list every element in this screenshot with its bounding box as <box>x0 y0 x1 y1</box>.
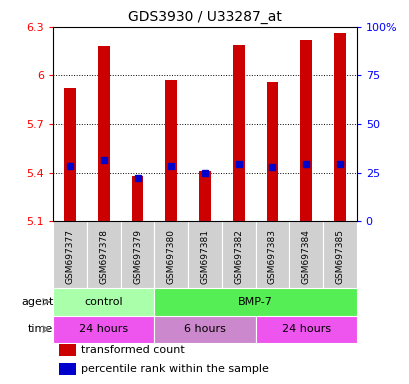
Bar <box>333 33 345 221</box>
Title: GDS3930 / U33287_at: GDS3930 / U33287_at <box>128 10 281 25</box>
Bar <box>255 316 356 343</box>
Bar <box>299 40 311 221</box>
Text: GSM697384: GSM697384 <box>301 229 310 284</box>
Bar <box>59 363 76 375</box>
Bar <box>87 221 120 288</box>
Text: GSM697385: GSM697385 <box>335 229 344 285</box>
Bar <box>53 288 154 316</box>
Bar <box>322 221 356 288</box>
Bar <box>53 221 87 288</box>
Bar <box>199 171 210 221</box>
Bar <box>120 221 154 288</box>
Text: BMP-7: BMP-7 <box>238 297 272 307</box>
Text: control: control <box>84 297 123 307</box>
Bar <box>165 80 177 221</box>
Text: transformed count: transformed count <box>81 345 184 355</box>
Text: percentile rank within the sample: percentile rank within the sample <box>81 364 268 374</box>
Text: 24 hours: 24 hours <box>79 324 128 334</box>
Text: GSM697383: GSM697383 <box>267 229 276 285</box>
Bar <box>131 176 143 221</box>
Text: GSM697380: GSM697380 <box>166 229 175 285</box>
Bar <box>154 316 255 343</box>
Bar <box>154 221 188 288</box>
Bar <box>53 316 154 343</box>
Bar <box>98 46 110 221</box>
Text: agent: agent <box>21 297 53 307</box>
Bar <box>266 82 278 221</box>
Text: time: time <box>28 324 53 334</box>
Text: GSM697378: GSM697378 <box>99 229 108 285</box>
Bar <box>289 221 322 288</box>
Text: 24 hours: 24 hours <box>281 324 330 334</box>
Text: GSM697379: GSM697379 <box>133 229 142 285</box>
Text: 6 hours: 6 hours <box>184 324 225 334</box>
Bar <box>221 221 255 288</box>
Bar <box>255 221 289 288</box>
Bar <box>154 288 356 316</box>
Text: GSM697382: GSM697382 <box>234 229 243 284</box>
Text: GSM697381: GSM697381 <box>200 229 209 285</box>
Bar <box>232 45 244 221</box>
Bar <box>64 88 76 221</box>
Bar <box>188 221 221 288</box>
Bar <box>59 344 76 356</box>
Text: GSM697377: GSM697377 <box>65 229 74 285</box>
